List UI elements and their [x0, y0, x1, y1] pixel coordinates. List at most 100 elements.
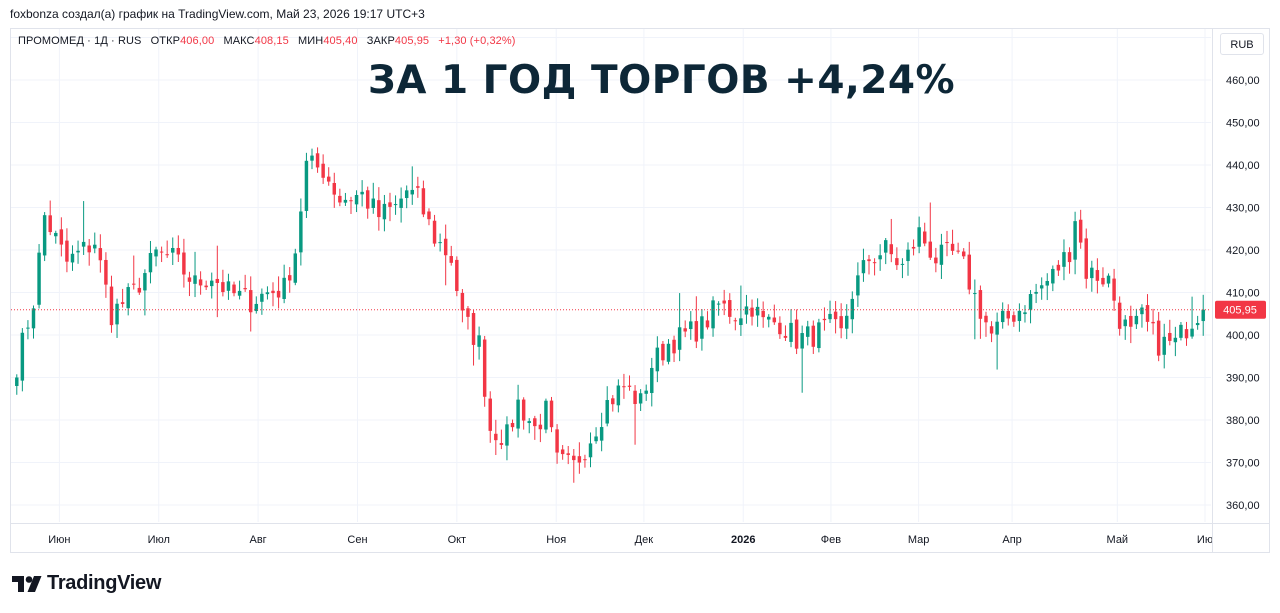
candle-body	[705, 320, 710, 328]
candle-body	[59, 229, 64, 245]
candle-body	[237, 290, 242, 296]
legend-symbol: ПРОМОМЕД · 1Д · RUS	[18, 35, 142, 47]
candle-body	[310, 155, 314, 161]
time-tick-label: Апр	[1002, 534, 1021, 546]
candle-body	[644, 390, 648, 394]
candle-body	[1101, 277, 1105, 285]
candle-body	[967, 254, 971, 290]
candle-body	[549, 400, 554, 428]
candle-body	[750, 307, 754, 317]
candle-body	[332, 182, 337, 195]
last-price-label: 405,95	[1223, 305, 1257, 317]
candle-body	[672, 339, 676, 354]
legend-open-label: ОТКР	[150, 35, 181, 47]
candle-body	[132, 283, 136, 285]
price-tick-label: 410,00	[1226, 288, 1260, 300]
candle-body	[767, 316, 771, 320]
candle-body	[599, 427, 604, 441]
candle-body	[265, 292, 270, 295]
candle-body	[1006, 310, 1010, 319]
candle-body	[438, 242, 442, 244]
candle-body	[878, 255, 882, 260]
candle-body	[1056, 264, 1061, 271]
candle-body	[906, 249, 910, 262]
candle-body	[655, 347, 660, 372]
candle-body	[471, 313, 476, 345]
candle-body	[176, 247, 181, 255]
time-tick-label: Дек	[635, 534, 654, 546]
candle-body	[1195, 323, 1200, 326]
candle-body	[711, 300, 715, 329]
candle-body	[326, 176, 331, 182]
candle-body	[31, 308, 36, 329]
candle-body	[1117, 302, 1122, 329]
candle-body	[945, 242, 949, 244]
candle-body	[293, 253, 298, 283]
legend-low-label: МИН	[298, 35, 324, 47]
candle-body	[806, 326, 810, 337]
candle-body	[1162, 336, 1166, 355]
candle-body	[772, 317, 777, 323]
candle-body	[466, 308, 470, 317]
candle-body	[1073, 221, 1077, 260]
candle-body	[588, 443, 593, 458]
candle-body	[934, 257, 938, 264]
candle-body	[449, 256, 453, 263]
tradingview-logo-icon	[12, 575, 42, 592]
candle-body	[215, 278, 220, 283]
candle-body	[689, 321, 693, 330]
candle-body	[20, 332, 25, 381]
candle-body	[494, 433, 498, 441]
candle-body	[377, 200, 381, 218]
time-tick-label: Сен	[347, 534, 367, 546]
candle-body	[221, 282, 225, 293]
currency-selector[interactable]: RUB	[1220, 33, 1264, 55]
candle-body	[889, 244, 894, 255]
candle-body	[728, 300, 732, 317]
candle-body	[895, 258, 899, 266]
candle-body	[1028, 294, 1033, 310]
candle-body	[482, 339, 487, 397]
candle-body	[778, 322, 782, 335]
candle-body	[922, 231, 927, 244]
candle-body	[583, 459, 587, 461]
candle-body	[271, 290, 275, 294]
candle-body	[1140, 307, 1144, 315]
candle-body	[1151, 321, 1155, 324]
candle-body	[1173, 337, 1178, 343]
candle-body	[867, 259, 871, 262]
candle-body	[611, 398, 615, 405]
candle-body	[321, 163, 325, 178]
candle-body	[1090, 267, 1094, 279]
candle-body	[1078, 219, 1083, 243]
candle-body	[978, 290, 983, 319]
candle-body	[276, 290, 281, 298]
candle-body	[421, 188, 426, 215]
candle-body	[15, 377, 19, 386]
tradingview-logo[interactable]: TradingView	[12, 572, 161, 595]
candle-body	[159, 251, 164, 253]
candle-body	[382, 203, 387, 220]
candle-body	[232, 284, 236, 294]
candle-body	[226, 281, 231, 291]
candle-body	[1168, 332, 1172, 341]
candle-body	[928, 241, 933, 258]
candle-body	[143, 273, 147, 291]
candle-body	[839, 316, 843, 329]
last-price-badge	[1215, 300, 1266, 319]
time-tick-label: Мар	[908, 534, 930, 546]
candle-body	[1106, 275, 1111, 284]
candle-body	[243, 288, 247, 290]
candle-body	[399, 198, 403, 208]
candle-body	[950, 243, 955, 251]
candle-body	[37, 252, 41, 305]
tradingview-logo-text: TradingView	[47, 572, 162, 594]
candle-body	[148, 253, 153, 273]
candle-body	[1201, 309, 1205, 322]
time-tick-label: Июн	[48, 534, 70, 546]
candle-body	[338, 195, 342, 203]
price-tick-label: 390,00	[1226, 373, 1260, 385]
candle-body	[249, 290, 253, 313]
legend-low-value: 405,40	[323, 35, 358, 47]
